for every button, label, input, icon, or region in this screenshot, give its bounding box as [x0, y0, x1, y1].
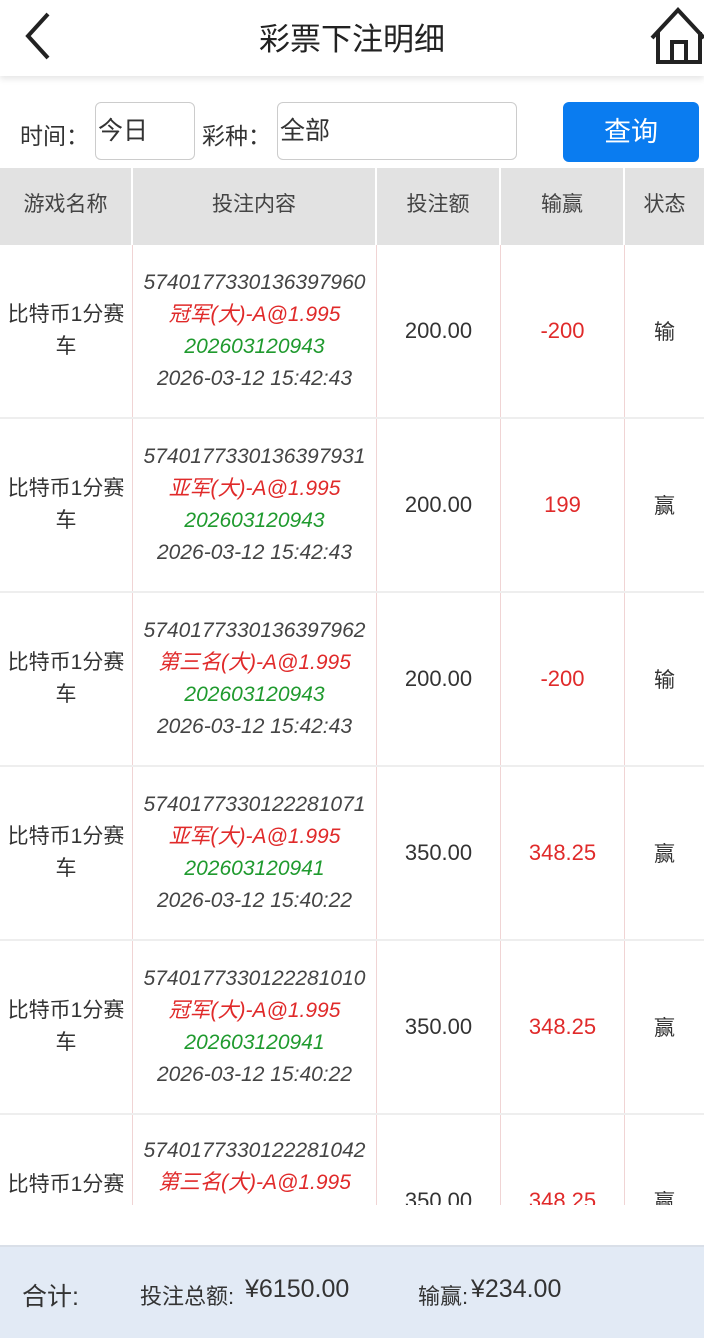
bet-selection: 冠军(大)-A@1.995: [168, 303, 341, 326]
bet-time: 2026-03-12 15:40:22: [157, 889, 352, 912]
bet-amount: 350.00: [377, 767, 501, 939]
order-number: 5740177330122281071: [143, 793, 366, 816]
bet-content: 5740177330122281010 冠军(大)-A@1.995 20260312…: [133, 941, 377, 1113]
win-loss: 348.25: [501, 767, 625, 939]
game-name: 比特币1分赛车: [0, 593, 133, 765]
game-name: 比特币1分赛车: [0, 1115, 133, 1205]
bet-amount: 200.00: [377, 593, 501, 765]
chevron-left-icon: [25, 12, 50, 60]
bet-content: 5740177330136397960 冠军(大)-A@1.995 20260312…: [133, 245, 377, 417]
bet-total-label: 投注总额:: [140, 1284, 235, 1309]
order-number: 5740177330136397960: [143, 271, 366, 294]
bet-content: 5740177330122281071 亚军(大)-A@1.995 20260312…: [133, 767, 377, 939]
issue-number: 202603120941: [184, 857, 325, 880]
bet-content: 5740177330136397962 第三名(大)-A@1.995 2026031…: [133, 593, 377, 765]
bet-content: 5740177330136397931 亚军(大)-A@1.995 20260312…: [133, 419, 377, 591]
status: 赢: [654, 1017, 675, 1040]
total-label: 合计:: [22, 1283, 79, 1311]
bet-time: 2026-03-12 15:40:22: [157, 1063, 352, 1086]
bet-content: 5740177330122281042 第三名(大)-A@1.995: [133, 1115, 377, 1205]
lottery-type-select[interactable]: 全部: [277, 102, 517, 160]
table-header: 游戏名称 投注内容 投注额 输赢 状态: [0, 168, 704, 245]
time-label: 时间：: [20, 123, 89, 149]
table-row[interactable]: 比特币1分赛车 5740177330136397962 第三名(大)-A@1.995…: [0, 593, 704, 767]
summary-footer: 合计: 投注总额: ¥6150.00 输赢: ¥234.00: [0, 1245, 704, 1338]
bet-list[interactable]: 比特币1分赛车 5740177330136397960 冠军(大)-A@1.995 2…: [0, 245, 704, 1205]
order-number: 5740177330136397931: [143, 445, 366, 468]
status: 赢: [654, 495, 675, 518]
status: 赢: [654, 843, 675, 866]
bet-selection: 亚军(大)-A@1.995: [168, 477, 341, 500]
column-header-amount: 投注额: [377, 168, 501, 245]
column-header-game: 游戏名称: [0, 168, 133, 245]
game-name: 比特币1分赛车: [0, 419, 133, 591]
status: 输: [654, 321, 675, 344]
issue-number: 202603120943: [184, 335, 325, 358]
column-header-result: 输赢: [501, 168, 625, 245]
table-row[interactable]: 比特币1分赛车 5740177330122281010 冠军(大)-A@1.995 2…: [0, 941, 704, 1115]
page-title: 彩票下注明细: [259, 22, 445, 57]
win-loss: 348.25: [501, 941, 625, 1113]
order-number: 5740177330122281042: [143, 1139, 366, 1162]
table-row[interactable]: 比特币1分赛车 5740177330136397931 亚军(大)-A@1.995 2…: [0, 419, 704, 593]
issue-number: 202603120943: [184, 509, 325, 532]
table-row[interactable]: 比特币1分赛车 5740177330136397960 冠军(大)-A@1.995 2…: [0, 245, 704, 419]
game-name: 比特币1分赛车: [0, 941, 133, 1113]
win-total-label: 输赢:: [418, 1284, 469, 1309]
bet-amount: 200.00: [377, 245, 501, 417]
bet-selection: 冠军(大)-A@1.995: [168, 999, 341, 1022]
win-total-value: ¥234.00: [471, 1275, 562, 1303]
win-loss: -200: [501, 245, 625, 417]
top-bar: 彩票下注明细: [0, 0, 704, 76]
query-button[interactable]: 查询: [563, 102, 699, 162]
table-row[interactable]: 比特币1分赛车 5740177330122281042 第三名(大)-A@1.995…: [0, 1115, 704, 1205]
bet-amount: 200.00: [377, 419, 501, 591]
bet-time: 2026-03-12 15:42:43: [157, 367, 352, 390]
lottery-type-label: 彩种：: [202, 123, 271, 149]
table-row[interactable]: 比特币1分赛车 5740177330122281071 亚军(大)-A@1.995 2…: [0, 767, 704, 941]
bet-amount: 350.00: [377, 1115, 501, 1205]
game-name: 比特币1分赛车: [0, 767, 133, 939]
game-name: 比特币1分赛车: [0, 245, 133, 417]
bet-selection: 第三名(大)-A@1.995: [158, 1171, 351, 1194]
home-icon: [650, 7, 704, 64]
column-header-content: 投注内容: [133, 168, 377, 245]
order-number: 5740177330136397962: [143, 619, 366, 642]
bet-time: 2026-03-12 15:42:43: [157, 715, 352, 738]
issue-number: 202603120943: [184, 683, 325, 706]
win-loss: 199: [501, 419, 625, 591]
bet-amount: 350.00: [377, 941, 501, 1113]
bet-selection: 亚军(大)-A@1.995: [168, 825, 341, 848]
home-button[interactable]: [648, 4, 704, 66]
bet-total-value: ¥6150.00: [245, 1275, 350, 1303]
win-loss: -200: [501, 593, 625, 765]
column-header-status: 状态: [643, 193, 686, 216]
status: 赢: [654, 1191, 675, 1205]
time-select[interactable]: 今日: [95, 102, 195, 160]
order-number: 5740177330122281010: [143, 967, 366, 990]
status: 输: [654, 669, 675, 692]
win-loss: 348.25: [501, 1115, 625, 1205]
bet-selection: 第三名(大)-A@1.995: [158, 651, 351, 674]
issue-number: 202603120941: [184, 1031, 325, 1054]
back-button[interactable]: [18, 10, 68, 60]
bet-time: 2026-03-12 15:42:43: [157, 541, 352, 564]
